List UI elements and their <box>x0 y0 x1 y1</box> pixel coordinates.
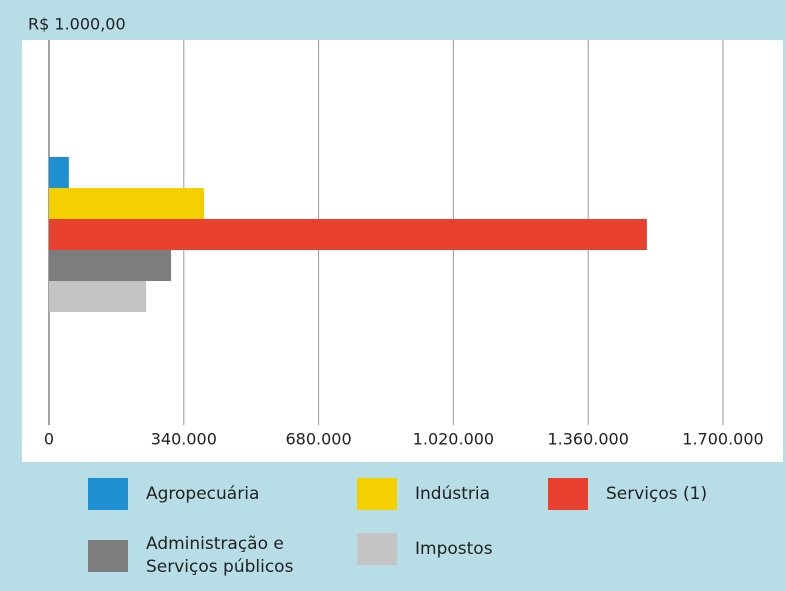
bar <box>49 219 647 250</box>
legend-entry: Impostos <box>357 533 590 565</box>
legend-swatch <box>357 533 397 565</box>
legend-entry: Indústria <box>357 478 590 510</box>
legend-label: Serviços (1) <box>606 483 708 504</box>
bar <box>49 281 147 312</box>
legend-swatch <box>88 540 128 572</box>
x-tick-label: 1.700.000 <box>682 430 763 449</box>
legend-label: Impostos <box>415 538 493 559</box>
x-tick-label: 340.000 <box>151 430 217 449</box>
x-tick-label: 0 <box>44 430 54 449</box>
legend-label: Administração e Serviços públicos <box>146 534 294 577</box>
legend-swatch <box>357 478 397 510</box>
legend-entry: Administração e Serviços públicos <box>88 533 321 579</box>
legend-entry: Serviços (1) <box>548 478 781 510</box>
x-tick-label: 1.360.000 <box>547 430 628 449</box>
x-tick-label: 1.020.000 <box>413 430 494 449</box>
x-tick-label: 680.000 <box>286 430 352 449</box>
legend-label: Indústria <box>415 483 491 504</box>
legend-label: Agropecuária <box>146 483 260 504</box>
bar <box>49 157 69 188</box>
bar <box>49 188 205 219</box>
bar <box>49 250 172 281</box>
legend-swatch <box>88 478 128 510</box>
x-unit-label: R$ 1.000,00 <box>28 15 126 34</box>
legend-swatch <box>548 478 588 510</box>
legend-entry: Agropecuária <box>88 478 321 510</box>
